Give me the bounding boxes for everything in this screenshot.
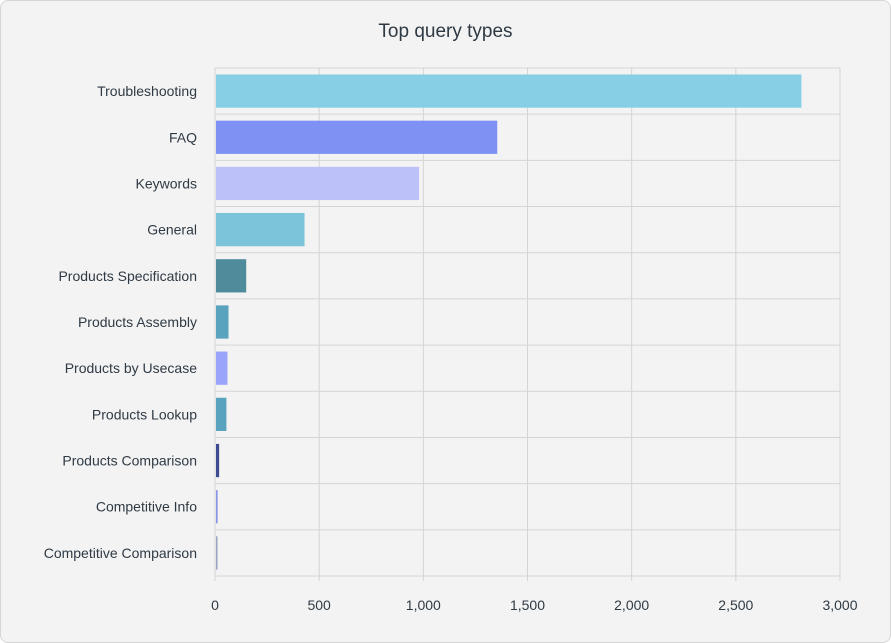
category-label: FAQ: [169, 129, 197, 145]
x-tick-label: 1,000: [406, 597, 441, 613]
category-label: Products Assembly: [78, 314, 197, 330]
category-label: Keywords: [136, 175, 197, 191]
bar[interactable]: [216, 120, 498, 154]
x-tick-label: 2,000: [614, 597, 649, 613]
category-label: Products Specification: [58, 268, 197, 284]
category-label: Products Comparison: [62, 453, 197, 469]
x-tick-label: 3,000: [822, 597, 857, 613]
bar[interactable]: [216, 397, 227, 431]
category-label: General: [147, 222, 197, 238]
bar[interactable]: [216, 213, 305, 247]
bar[interactable]: [216, 166, 420, 201]
bar[interactable]: [216, 305, 229, 339]
bar[interactable]: [216, 490, 218, 524]
x-tick-label: 2,500: [718, 597, 753, 613]
category-label: Products Lookup: [92, 406, 197, 422]
x-tick-label: 1,500: [510, 597, 545, 613]
x-tick-label: 500: [307, 597, 331, 613]
category-label: Competitive Comparison: [44, 545, 197, 561]
category-label: Troubleshooting: [97, 83, 197, 99]
bar[interactable]: [216, 259, 247, 293]
bar[interactable]: [216, 74, 802, 108]
chart-title: Top query types: [378, 21, 513, 42]
category-label: Competitive Info: [96, 499, 197, 515]
x-tick-label: 0: [211, 597, 219, 613]
bar[interactable]: [216, 536, 218, 570]
bar[interactable]: [216, 443, 220, 478]
category-label: Products by Usecase: [65, 360, 197, 376]
bar[interactable]: [216, 351, 228, 385]
